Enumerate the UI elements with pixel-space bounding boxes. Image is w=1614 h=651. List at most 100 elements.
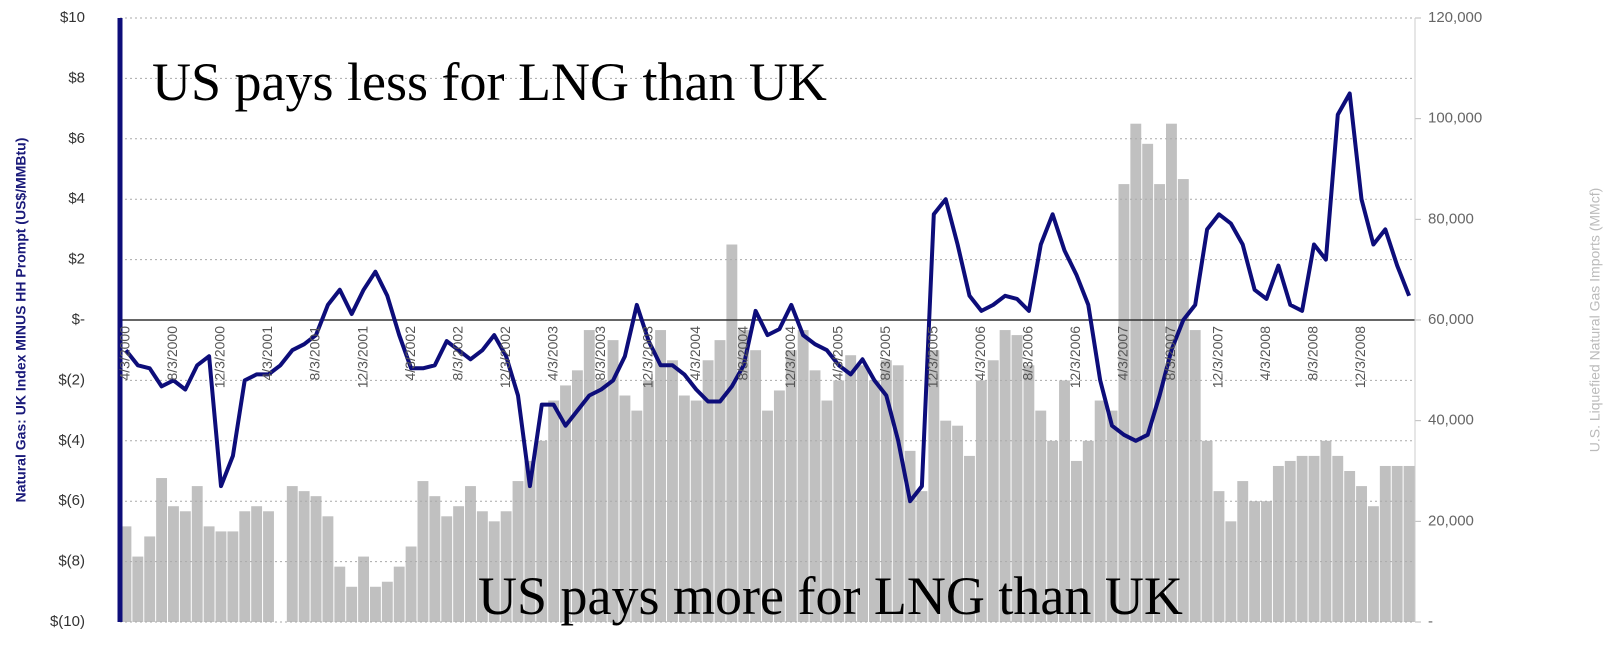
bar <box>1356 486 1367 622</box>
bar <box>120 526 132 622</box>
bar <box>298 491 310 622</box>
bar <box>156 478 168 622</box>
bar <box>358 556 369 622</box>
x-tick-label: 12/3/2006 <box>1067 326 1083 388</box>
y-tick-label: $(4) <box>58 432 85 449</box>
x-tick-label: 8/3/2003 <box>592 326 608 381</box>
bar <box>1011 335 1023 622</box>
bar <box>417 481 429 622</box>
bar <box>1154 184 1166 622</box>
bar <box>952 425 964 622</box>
bar <box>607 340 619 622</box>
bar <box>1142 143 1154 623</box>
bar <box>1332 455 1344 622</box>
bar <box>512 481 524 622</box>
x-tick-label: 12/3/2002 <box>497 326 513 388</box>
x-tick-label: 8/3/2004 <box>734 326 750 381</box>
bar <box>1225 521 1237 622</box>
bar <box>1249 501 1261 622</box>
bar <box>1094 400 1106 622</box>
x-tick-label: 12/3/2008 <box>1352 326 1368 388</box>
bar <box>762 410 773 622</box>
y-tick-label: $6 <box>68 130 85 147</box>
bar <box>916 491 928 622</box>
y-tick-label: $(8) <box>58 553 85 570</box>
y2-tick-label: 40,000 <box>1428 412 1474 429</box>
x-tick-label: 8/3/2000 <box>164 326 180 381</box>
y2-axis-title: U.S. Liquefied Natural Gas Imports (MMcf… <box>1587 188 1603 453</box>
bar <box>1059 380 1070 622</box>
bar <box>1177 179 1189 623</box>
bar <box>286 486 298 622</box>
bar <box>1201 440 1213 622</box>
bar <box>476 511 488 622</box>
bar <box>1047 440 1059 622</box>
bar <box>168 506 179 622</box>
bar <box>904 450 916 622</box>
x-tick-label: 8/3/2007 <box>1162 326 1178 381</box>
x-tick-label: 12/3/2001 <box>354 326 370 388</box>
bar <box>1308 455 1320 622</box>
bar <box>381 581 393 622</box>
x-tick-label: 12/3/2004 <box>782 326 798 388</box>
x-tick-label: 4/3/2004 <box>687 326 703 381</box>
bar <box>880 360 892 622</box>
bar <box>1118 184 1130 622</box>
x-tick-label: 4/3/2003 <box>544 326 560 381</box>
bar <box>560 385 571 622</box>
bar <box>500 511 512 622</box>
bars <box>120 123 1415 623</box>
bar <box>773 390 785 622</box>
y-tick-label: $10 <box>60 9 85 26</box>
x-tick-label: 12/3/2007 <box>1210 326 1226 388</box>
bar <box>1023 365 1035 622</box>
bar <box>583 330 595 622</box>
x-tick-label: 8/3/2001 <box>307 326 323 381</box>
x-tick-label: 8/3/2005 <box>877 326 893 381</box>
bar <box>1189 330 1201 622</box>
bar <box>928 350 940 622</box>
bar <box>857 365 868 622</box>
bar <box>1082 440 1094 622</box>
bar <box>1344 471 1356 622</box>
x-tick-label: 4/3/2005 <box>829 326 845 381</box>
bar <box>1379 465 1391 622</box>
bar <box>239 511 251 622</box>
y-tick-label: $- <box>72 311 85 328</box>
bar <box>251 506 263 622</box>
x-tick-label: 4/3/2006 <box>972 326 988 381</box>
bar <box>1237 481 1249 622</box>
bar <box>571 370 583 622</box>
bar <box>179 511 191 622</box>
y2-tick-label: 100,000 <box>1428 110 1482 127</box>
bar <box>322 516 334 622</box>
y-tick-label: $2 <box>68 251 85 268</box>
bar <box>892 365 904 622</box>
bar <box>144 536 156 622</box>
bar <box>1130 123 1142 622</box>
bar <box>1106 410 1118 622</box>
x-tick-label: 4/3/2000 <box>117 326 133 381</box>
bar <box>750 350 762 622</box>
y2-tick-label: - <box>1428 613 1433 630</box>
bar <box>369 586 381 622</box>
bar <box>1367 506 1379 622</box>
y-tick-label: $(2) <box>58 371 85 388</box>
bar <box>132 556 144 622</box>
y2-tick-label: 80,000 <box>1428 210 1474 227</box>
x-tick-label: 4/3/2001 <box>259 326 275 381</box>
y2-tick-label: 20,000 <box>1428 512 1474 529</box>
bar <box>821 400 833 622</box>
bar <box>868 380 880 622</box>
bar <box>726 244 738 622</box>
bar <box>1391 465 1403 622</box>
bar <box>667 360 678 622</box>
bar <box>845 355 857 622</box>
y-tick-label: $(10) <box>50 613 85 630</box>
bar <box>1035 410 1047 622</box>
bar <box>465 486 476 622</box>
labels: $(10) $(8) $(6) $(4) $(2) $- $2 $4 $6 $8 $10 - 20,00… <box>50 9 1482 630</box>
x-tick-label: 8/3/2006 <box>1020 326 1036 381</box>
bar <box>655 330 667 622</box>
